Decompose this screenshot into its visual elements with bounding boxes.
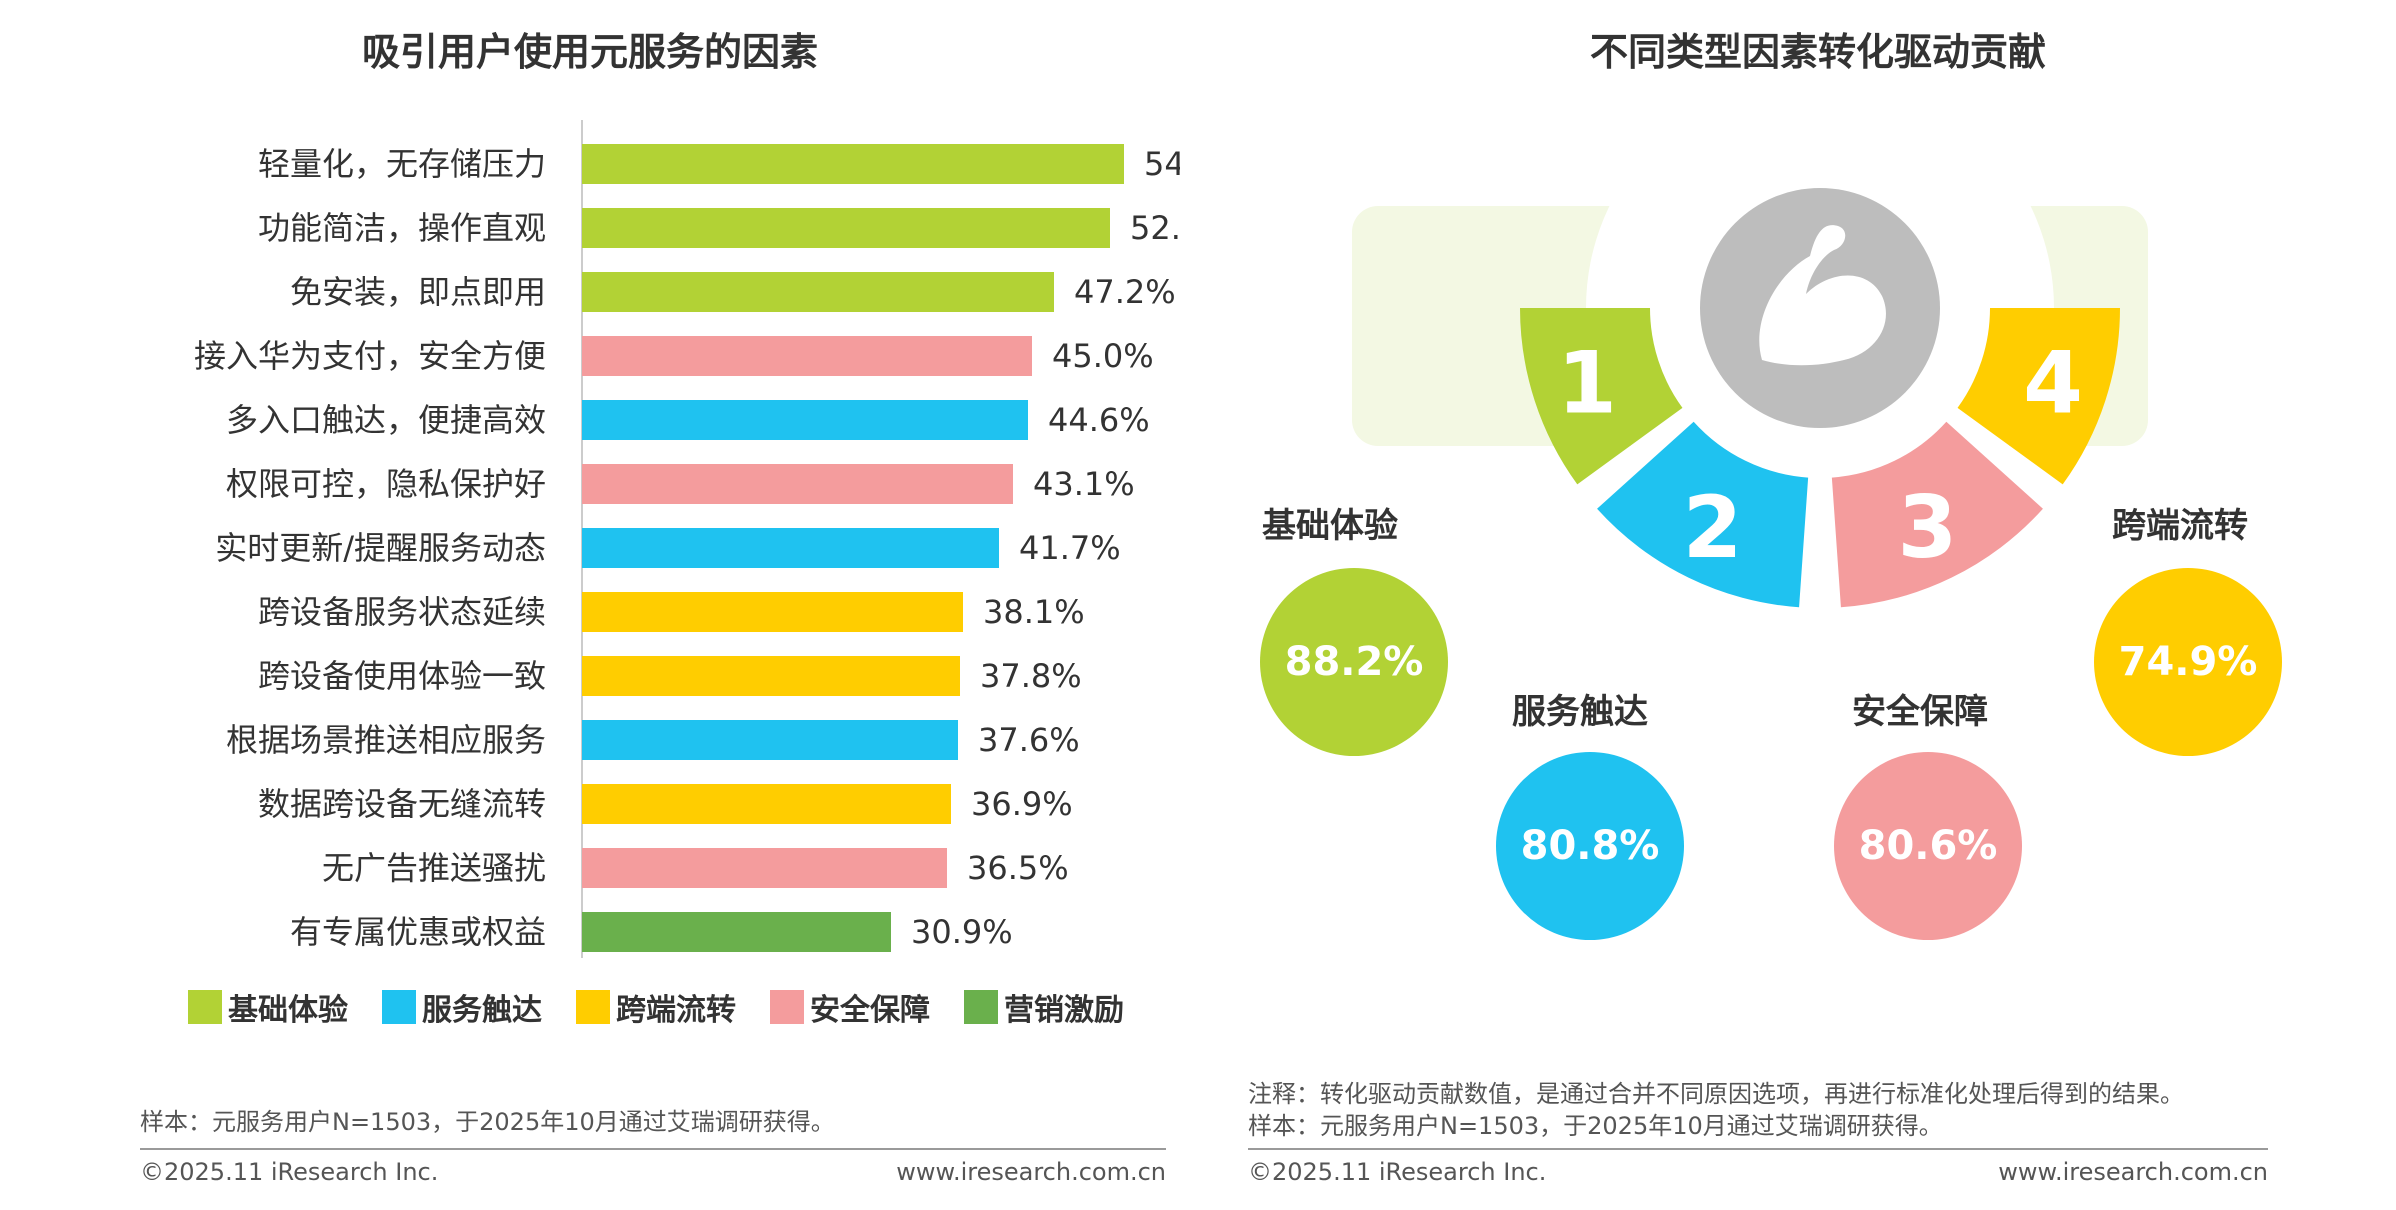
wedge-number: 1	[1557, 334, 1617, 434]
right-footer-divider	[1248, 1148, 2268, 1150]
flexed-arm-icon	[1759, 225, 1886, 366]
factor-bar-chart: 轻量化，无存储压力 54.2% 功能简洁，操作直观 52.8% 免安装，即点即用 47.2…	[194, 120, 1180, 958]
bar-chart-legend: 基础体验 服务触达 跨端流转 安全保障 营销激励	[0, 985, 1180, 1029]
category-label: 数据跨设备无缝流转	[258, 785, 546, 823]
right-copyright: ©2025.11 iResearch Inc.	[1248, 1158, 1547, 1186]
category-label: 接入华为支付，安全方便	[194, 337, 546, 375]
category-label: 权限可控，隐私保护好	[226, 465, 546, 503]
arm-shape	[1759, 225, 1886, 366]
legend-label-cross: 跨端流转	[616, 993, 736, 1028]
value-circle	[1260, 568, 1448, 756]
bar	[582, 592, 963, 632]
right-website: www.iresearch.com.cn	[1998, 1158, 2268, 1186]
contribution-wedge	[1520, 308, 1683, 485]
category-label: 功能简洁，操作直观	[258, 209, 546, 247]
wedge-number: 3	[1897, 478, 1957, 578]
bar-value-label: 47.2%	[1074, 273, 1176, 311]
left-footer-divider	[140, 1148, 1166, 1150]
legend-label-safety: 安全保障	[810, 993, 930, 1028]
bar	[582, 784, 951, 824]
bar	[582, 336, 1032, 376]
legend-item-cross: 跨端流转	[576, 985, 736, 1029]
bar	[582, 272, 1054, 312]
legend-label-marketing: 营销激励	[1004, 993, 1124, 1028]
bar-value-label: 30.9%	[911, 913, 1013, 951]
category-label: 跨端流转	[2112, 506, 2248, 546]
bar-value-label: 54.2%	[1144, 145, 1180, 183]
wedge-number: 2	[1683, 478, 1743, 578]
legend-swatch-basic	[188, 990, 222, 1024]
contribution-wedge	[1831, 421, 2043, 608]
contribution-wedge	[1597, 421, 1809, 608]
bar	[582, 720, 958, 760]
right-sample-note: 样本：元服务用户N=1503，于2025年10月通过艾瑞调研获得。	[1248, 1112, 1943, 1140]
category-label: 跨设备服务状态延续	[258, 593, 546, 631]
legend-swatch-cross	[576, 990, 610, 1024]
category-label: 根据场景推送相应服务	[226, 721, 546, 759]
bar	[582, 912, 891, 952]
value-label: 80.6%	[1859, 823, 1998, 869]
bar	[582, 144, 1124, 184]
bar	[582, 848, 947, 888]
legend-swatch-service	[382, 990, 416, 1024]
legend-item-safety: 安全保障	[770, 985, 930, 1029]
category-label: 服务触达	[1512, 692, 1648, 732]
right-explanation-note: 注释：转化驱动贡献数值，是通过合并不同原因选项，再进行标准化处理后得到的结果。	[1248, 1080, 2184, 1108]
category-label: 基础体验	[1262, 506, 1398, 546]
value-label: 74.9%	[2119, 639, 2258, 685]
bar-value-label: 37.6%	[978, 721, 1080, 759]
legend-item-basic: 基础体验	[188, 985, 348, 1029]
bar	[582, 656, 960, 696]
legend-label-basic: 基础体验	[228, 993, 348, 1028]
category-label: 安全保障	[1852, 692, 1988, 732]
left-sample-note: 样本：元服务用户N=1503，于2025年10月通过艾瑞调研获得。	[140, 1108, 835, 1136]
category-label: 实时更新/提醒服务动态	[215, 529, 546, 567]
bar-value-label: 38.1%	[983, 593, 1085, 631]
bar-value-label: 44.6%	[1048, 401, 1150, 439]
bar-value-label: 37.8%	[980, 657, 1082, 695]
category-label: 无广告推送骚扰	[322, 849, 546, 887]
category-label: 跨设备使用体验一致	[258, 657, 546, 695]
value-label: 88.2%	[1285, 639, 1424, 685]
right-chart-title: 不同类型因素转化驱动贡献	[1589, 30, 2046, 74]
category-label: 多入口触达，便捷高效	[226, 401, 546, 439]
value-circle	[2094, 568, 2282, 756]
category-label: 有专属优惠或权益	[290, 913, 546, 951]
legend-item-service: 服务触达	[382, 985, 542, 1029]
bar-value-label: 52.8%	[1130, 209, 1180, 247]
category-label: 免安装，即点即用	[290, 273, 546, 311]
legend-swatch-safety	[770, 990, 804, 1024]
legend-swatch-marketing	[964, 990, 998, 1024]
bar-value-label: 43.1%	[1033, 465, 1135, 503]
bar	[582, 400, 1028, 440]
value-circle	[1496, 752, 1684, 940]
left-copyright: ©2025.11 iResearch Inc.	[140, 1158, 439, 1186]
bar	[582, 464, 1013, 504]
value-label: 80.8%	[1521, 823, 1660, 869]
left-website: www.iresearch.com.cn	[896, 1158, 1166, 1186]
legend-item-marketing: 营销激励	[964, 985, 1124, 1029]
value-circle	[1834, 752, 2022, 940]
wedge-number: 4	[2023, 334, 2083, 434]
bar-value-label: 36.5%	[967, 849, 1069, 887]
legend-label-service: 服务触达	[422, 993, 542, 1028]
bar	[582, 528, 999, 568]
bar-value-label: 45.0%	[1052, 337, 1154, 375]
contribution-wedge	[1957, 308, 2120, 485]
left-chart-title: 吸引用户使用元服务的因素	[361, 30, 818, 74]
bar-value-label: 41.7%	[1019, 529, 1121, 567]
bar-value-label: 36.9%	[971, 785, 1073, 823]
category-label: 轻量化，无存储压力	[258, 145, 546, 183]
contribution-figure: 12 34 基础体验 88.2% 服务触达 80.8% 安全保障 80.6% 跨端流转 74.9%	[1260, 188, 2282, 940]
bar	[582, 208, 1110, 248]
